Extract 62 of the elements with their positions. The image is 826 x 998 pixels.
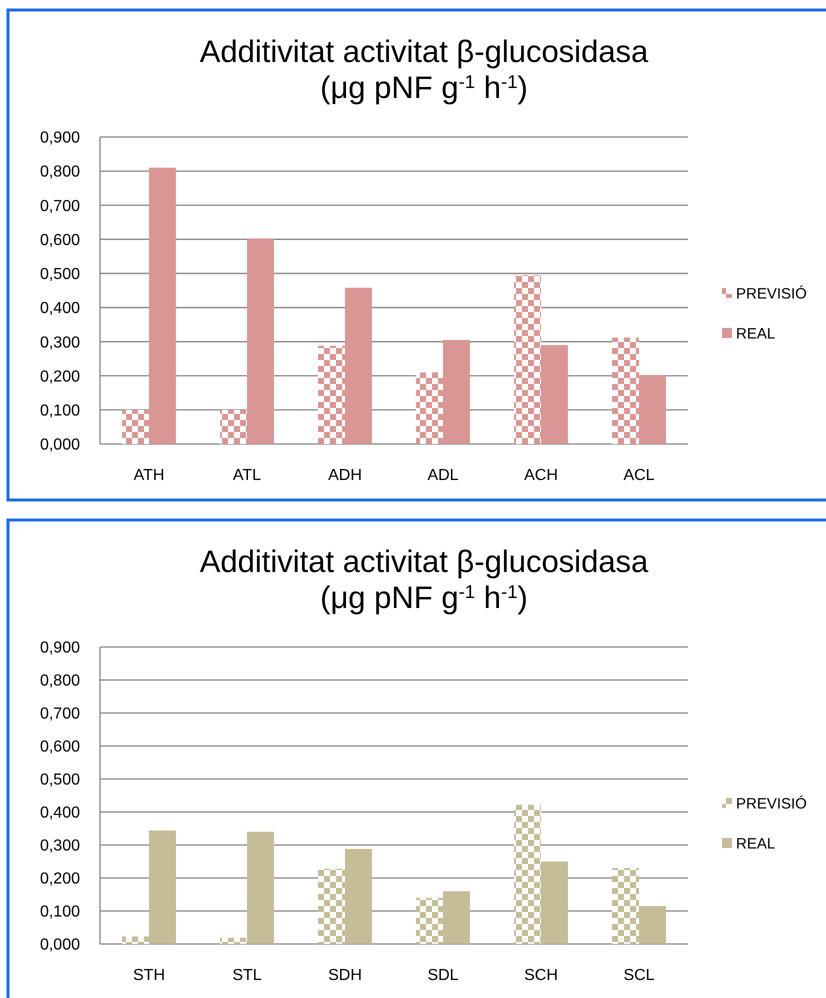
y-tick-label: 0,800 <box>40 672 80 690</box>
y-tick-label: 0,400 <box>40 804 80 822</box>
bar <box>612 868 639 944</box>
bar <box>639 906 666 944</box>
y-tick-label: 0,900 <box>40 640 80 657</box>
y-tick-label: 0,500 <box>40 772 80 789</box>
bar <box>345 288 372 444</box>
x-tick-label: ATL <box>232 467 262 484</box>
bar <box>220 938 247 944</box>
bar <box>247 832 274 944</box>
y-tick-label: 0,300 <box>40 334 80 352</box>
x-tick-label: ATH <box>134 467 164 484</box>
x-tick-label: ACH <box>524 467 558 484</box>
bar <box>318 868 345 944</box>
bar <box>345 848 372 944</box>
bar <box>541 862 568 944</box>
x-tick-label: ADL <box>427 467 459 484</box>
y-tick-label: 0,700 <box>40 706 80 723</box>
x-tick-label: STH <box>133 967 165 984</box>
legend-label: REAL <box>736 835 776 852</box>
bar <box>122 936 149 944</box>
y-tick-label: 0,100 <box>40 402 80 420</box>
bar <box>318 346 345 444</box>
legend-label: PREVISIÓ <box>736 284 807 302</box>
bar <box>416 898 443 944</box>
y-tick-label: 0,200 <box>40 368 80 386</box>
bar <box>514 275 541 444</box>
bar <box>443 340 470 444</box>
x-tick-label: ADH <box>328 467 362 484</box>
y-tick-label: 0,200 <box>40 870 80 888</box>
chart-title: Additivitat activitat β-glucosidasa (μg pNF g$^{-1}$ h$^{-1}$) <box>200 544 650 615</box>
x-tick-label: STL <box>232 967 262 984</box>
y-tick-label: 0,000 <box>40 936 80 954</box>
y-tick-label: 0,400 <box>40 300 80 318</box>
y-tick-label: 0,100 <box>40 904 80 921</box>
bar <box>149 830 176 944</box>
bar <box>514 804 541 944</box>
x-tick-label: SDH <box>328 967 362 984</box>
y-tick-label: 0,600 <box>40 232 80 249</box>
x-tick-label: ACL <box>623 467 655 484</box>
y-tick-label: 0,500 <box>40 266 80 284</box>
bar <box>612 338 639 444</box>
bar <box>443 891 470 944</box>
bar <box>639 375 666 444</box>
y-tick-label: 0,900 <box>40 130 80 147</box>
bar <box>541 345 568 444</box>
legend-label: REAL <box>736 325 776 342</box>
bar <box>247 238 274 444</box>
x-tick-label: SDL <box>427 967 459 984</box>
bar <box>220 410 247 444</box>
y-tick-label: 0,000 <box>40 436 80 454</box>
bar <box>416 372 443 444</box>
y-tick-label: 0,600 <box>40 738 80 756</box>
y-tick-label: 0,300 <box>40 838 80 855</box>
bar <box>149 168 176 444</box>
x-tick-label: SCH <box>524 967 558 984</box>
chart-title: Additivitat activitat β-glucosidasa (μg pNF g$^{-1}$ h$^{-1}$) <box>200 34 650 105</box>
legend-label: PREVISIÓ <box>736 794 807 812</box>
y-tick-label: 0,800 <box>40 164 80 181</box>
y-tick-label: 0,700 <box>40 198 80 215</box>
x-tick-label: SCL <box>623 967 655 984</box>
bar <box>122 410 149 444</box>
